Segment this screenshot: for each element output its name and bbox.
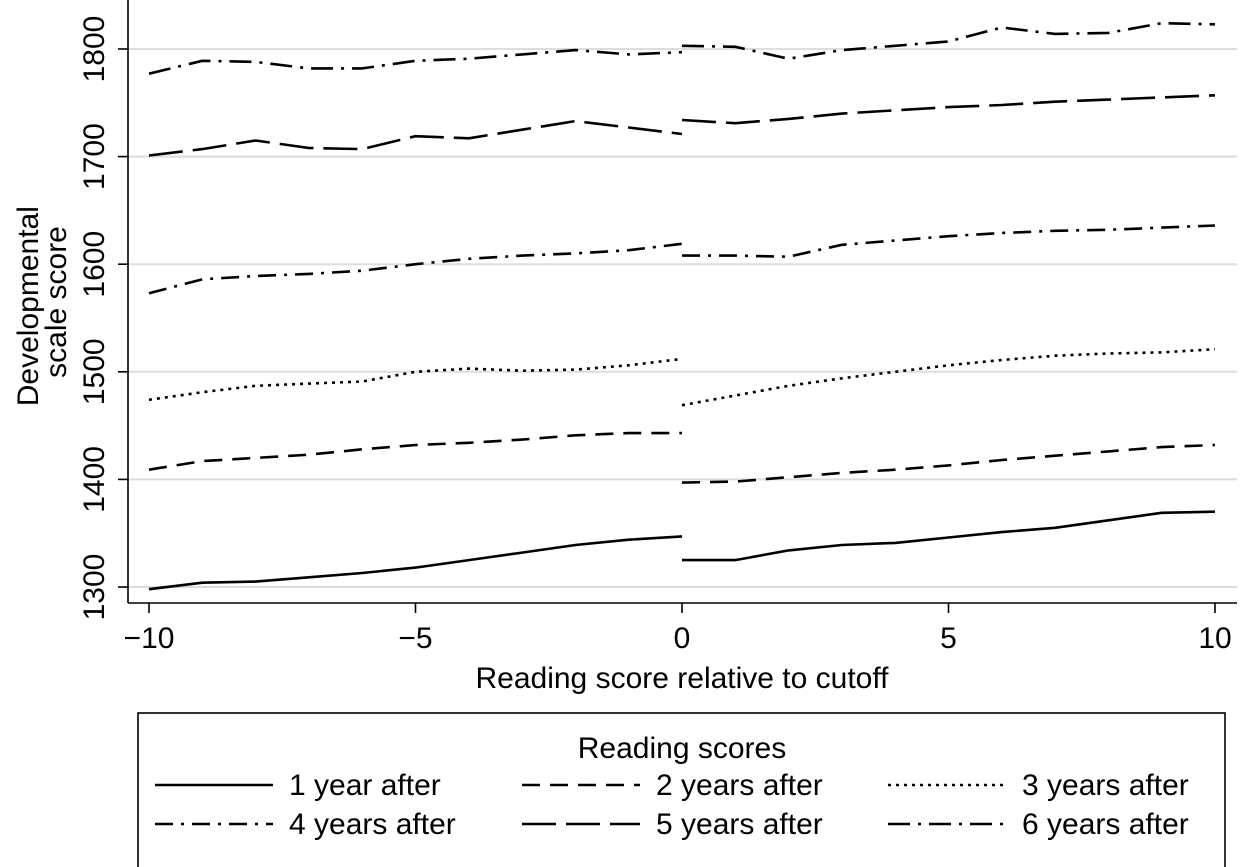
y-tick-label-1500: 1500 xyxy=(78,338,111,405)
legend-entry-5: 5 years after xyxy=(522,808,823,841)
x-tick-label--5: −5 xyxy=(398,622,432,655)
series-1 xyxy=(148,510,1216,591)
y-tick-label-1600: 1600 xyxy=(78,231,111,298)
y-tick-label-1300: 1300 xyxy=(78,554,111,621)
series-1-right-line xyxy=(682,510,1216,562)
legend-label-5: 5 years after xyxy=(656,808,823,841)
tick-layer: 1300 1400 1500 1600 1700 1800 −10 −5 0 5 10 xyxy=(78,16,1232,655)
axes-layer xyxy=(127,0,1237,604)
y-tick-label-1800: 1800 xyxy=(78,16,111,83)
x-tick-label-0: 0 xyxy=(674,622,691,655)
x-tick-label-10: 10 xyxy=(1198,622,1231,655)
legend-label-4: 4 years after xyxy=(289,808,456,841)
y-axis-title-line-1: Developmental xyxy=(12,206,45,406)
series-4-left-line xyxy=(148,242,683,295)
series-5-left-line xyxy=(148,119,683,157)
legend-entry-1: 1 year after xyxy=(155,769,441,802)
legend-label-2: 2 years after xyxy=(656,769,823,802)
legend: Reading scores 1 year after 2 years after… xyxy=(137,712,1226,867)
legend-label-3: 3 years after xyxy=(1022,769,1189,802)
legend-entry-2: 2 years after xyxy=(522,769,823,802)
legend-label-1: 1 year after xyxy=(289,769,441,802)
legend-entry-6: 6 years after xyxy=(888,808,1189,841)
series-3-left-line xyxy=(148,357,683,402)
series-4-right-line xyxy=(682,224,1216,259)
x-tick-label--10: −10 xyxy=(124,622,175,655)
legend-entry-3: 3 years after xyxy=(888,769,1189,802)
series-2 xyxy=(148,431,1216,484)
legend-entry-4: 4 years after xyxy=(155,808,456,841)
series-3 xyxy=(148,347,1216,407)
x-tick-label-5: 5 xyxy=(940,622,957,655)
series-layer xyxy=(148,21,1216,591)
legend-label-6: 6 years after xyxy=(1022,808,1189,841)
x-axis-title: Reading score relative to cutoff xyxy=(475,662,889,695)
y-axis-title: Developmental scale score xyxy=(12,198,73,406)
y-tick-label-1700: 1700 xyxy=(78,123,111,190)
legend-box xyxy=(137,712,1226,867)
series-2-left-line xyxy=(148,431,682,471)
y-tick-label-1400: 1400 xyxy=(78,446,111,513)
series-5-right-line xyxy=(681,94,1216,125)
series-6-left-line xyxy=(148,48,683,75)
series-2-right-line xyxy=(681,443,1216,484)
series-6-right-line xyxy=(681,21,1216,61)
y-axis-title-line-2: scale score xyxy=(40,226,73,378)
series-3-right-line xyxy=(681,347,1216,407)
series-4 xyxy=(148,224,1216,295)
series-6 xyxy=(148,21,1216,75)
series-1-left-line xyxy=(148,535,683,591)
legend-entries: 1 year after 2 years after 3 years after 4 … xyxy=(155,769,1189,841)
legend-title: Reading scores xyxy=(578,732,786,765)
grid-layer xyxy=(128,48,1237,588)
series-5 xyxy=(148,94,1216,157)
